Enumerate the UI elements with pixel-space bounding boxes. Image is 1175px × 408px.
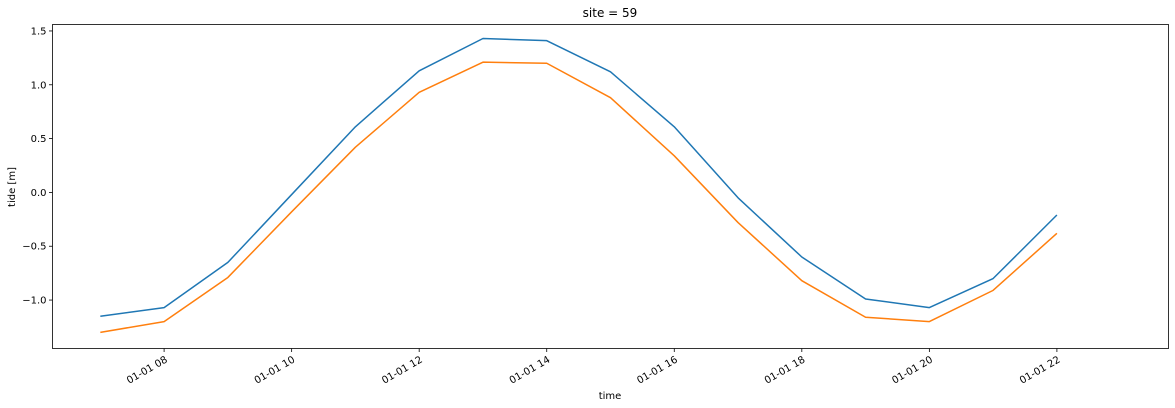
y-tick-label: 0.5 bbox=[31, 134, 47, 145]
y-axis: 1.5 1.0 0.5 0.0 −0.5 −1.0 bbox=[22, 26, 53, 307]
series-line-1 bbox=[100, 37, 1058, 317]
x-tick-label: 01-01 20 bbox=[890, 355, 934, 387]
y-tick-label: 0.0 bbox=[31, 188, 47, 199]
y-axis-label: tide [m] bbox=[7, 167, 18, 207]
x-tick-label: 01-01 22 bbox=[1018, 355, 1062, 387]
plot-area bbox=[100, 37, 1058, 334]
x-axis: 01-01 08 01-01 10 01-01 12 01-01 14 01-01 16… bbox=[125, 348, 1062, 387]
series-line-2 bbox=[100, 61, 1058, 334]
x-tick-label: 01-01 12 bbox=[380, 355, 424, 387]
x-tick-label: 01-01 08 bbox=[125, 355, 169, 387]
chart-title: site = 59 bbox=[583, 6, 638, 20]
x-tick-label: 01-01 10 bbox=[253, 355, 297, 387]
x-tick-label: 01-01 16 bbox=[635, 355, 679, 387]
x-tick-label: 01-01 18 bbox=[763, 355, 807, 387]
y-tick-label: −1.0 bbox=[22, 296, 46, 307]
x-axis-label: time bbox=[599, 391, 622, 402]
y-tick-label: −0.5 bbox=[22, 242, 46, 253]
x-tick-label: 01-01 14 bbox=[508, 355, 552, 387]
y-tick-label: 1.5 bbox=[31, 26, 47, 37]
plot-frame bbox=[52, 24, 1169, 349]
y-tick-label: 1.0 bbox=[31, 80, 47, 91]
